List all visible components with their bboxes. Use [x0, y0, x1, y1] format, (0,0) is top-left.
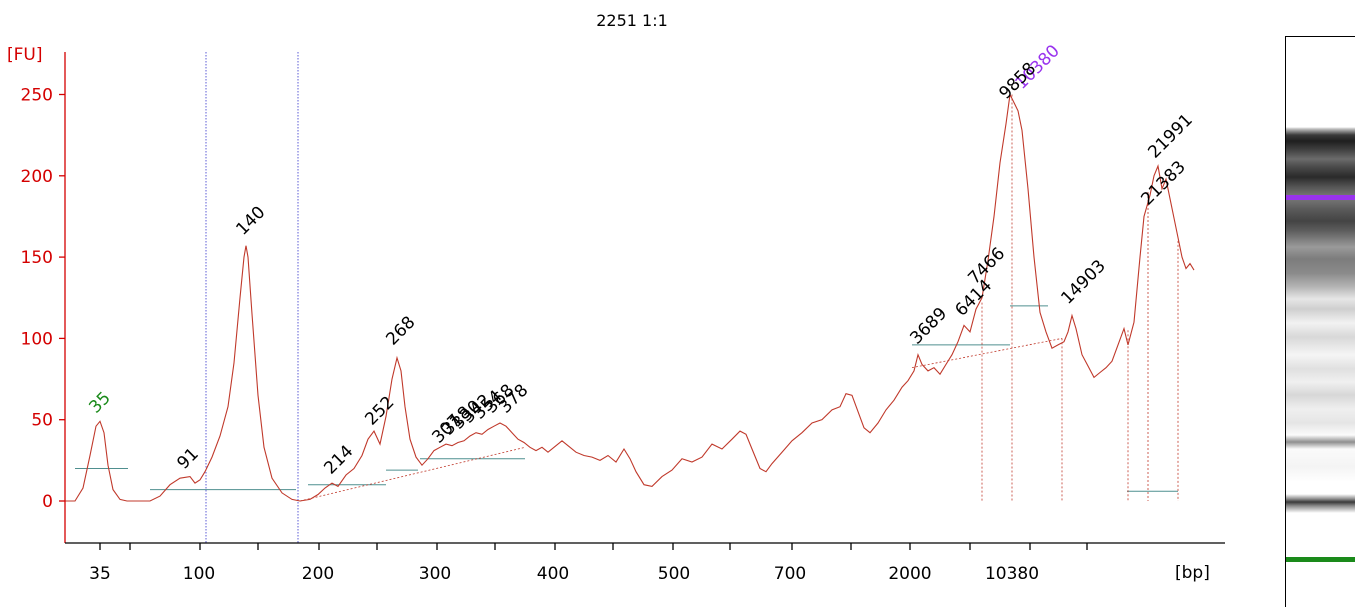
x-tick-label: 300 — [419, 564, 451, 584]
x-tick-label: 2000 — [888, 564, 931, 584]
peak-label: 21383 — [1137, 157, 1189, 209]
x-tick-label: 400 — [537, 564, 569, 584]
x-tick-label: 35 — [89, 564, 111, 584]
trace-layer — [65, 92, 1195, 502]
x-ticks: 35 100 200 300 400 500 700 2000 10380 — [89, 543, 1088, 584]
lower-marker-band — [1286, 557, 1355, 562]
y-tick-label: 250 — [21, 86, 53, 106]
peak-label: 268 — [382, 312, 419, 349]
y-ticks: 0 50 100 150 200 250 — [21, 86, 65, 512]
peak-baselines — [75, 94, 1179, 502]
electropherogram-chart: 2251 1:1 [FU] [bp] 0 50 100 150 200 250 35 100… — [7, 11, 1225, 584]
region-boundary-lines — [205, 52, 299, 543]
x-tick-label: 100 — [183, 564, 215, 584]
trend-baseline — [299, 446, 526, 502]
y-tick-label: 200 — [21, 167, 53, 187]
peak-label: 214 — [320, 441, 357, 478]
chart-axes — [64, 52, 1225, 544]
y-tick-label: 100 — [21, 329, 53, 349]
peak-label: 140 — [232, 202, 269, 239]
x-axis-label: [bp] — [1175, 563, 1210, 583]
x-tick-label: 10380 — [985, 564, 1039, 584]
peak-labels: 3510380911402142522683073183303423543683… — [85, 41, 1196, 478]
peak-label: 91 — [173, 444, 202, 473]
y-tick-label: 0 — [42, 492, 53, 512]
upper-marker-band — [1286, 195, 1355, 200]
peak-label: 252 — [361, 392, 398, 429]
x-tick-label: 500 — [658, 564, 690, 584]
y-tick-label: 150 — [21, 248, 53, 268]
gel-image-lane — [1285, 36, 1355, 607]
y-axis-label: [FU] — [7, 45, 43, 65]
y-tick-label: 50 — [31, 411, 53, 431]
signal-trace — [65, 92, 1195, 502]
peak-label: 3689 — [906, 304, 951, 349]
x-tick-label: 700 — [774, 564, 806, 584]
peak-label: 21991 — [1144, 110, 1196, 162]
trend-baseline — [911, 338, 1063, 369]
peak-label: 14903 — [1057, 256, 1109, 308]
x-tick-label: 200 — [302, 564, 334, 584]
marker-label: 35 — [85, 388, 114, 417]
chart-title: 2251 1:1 — [596, 11, 668, 30]
